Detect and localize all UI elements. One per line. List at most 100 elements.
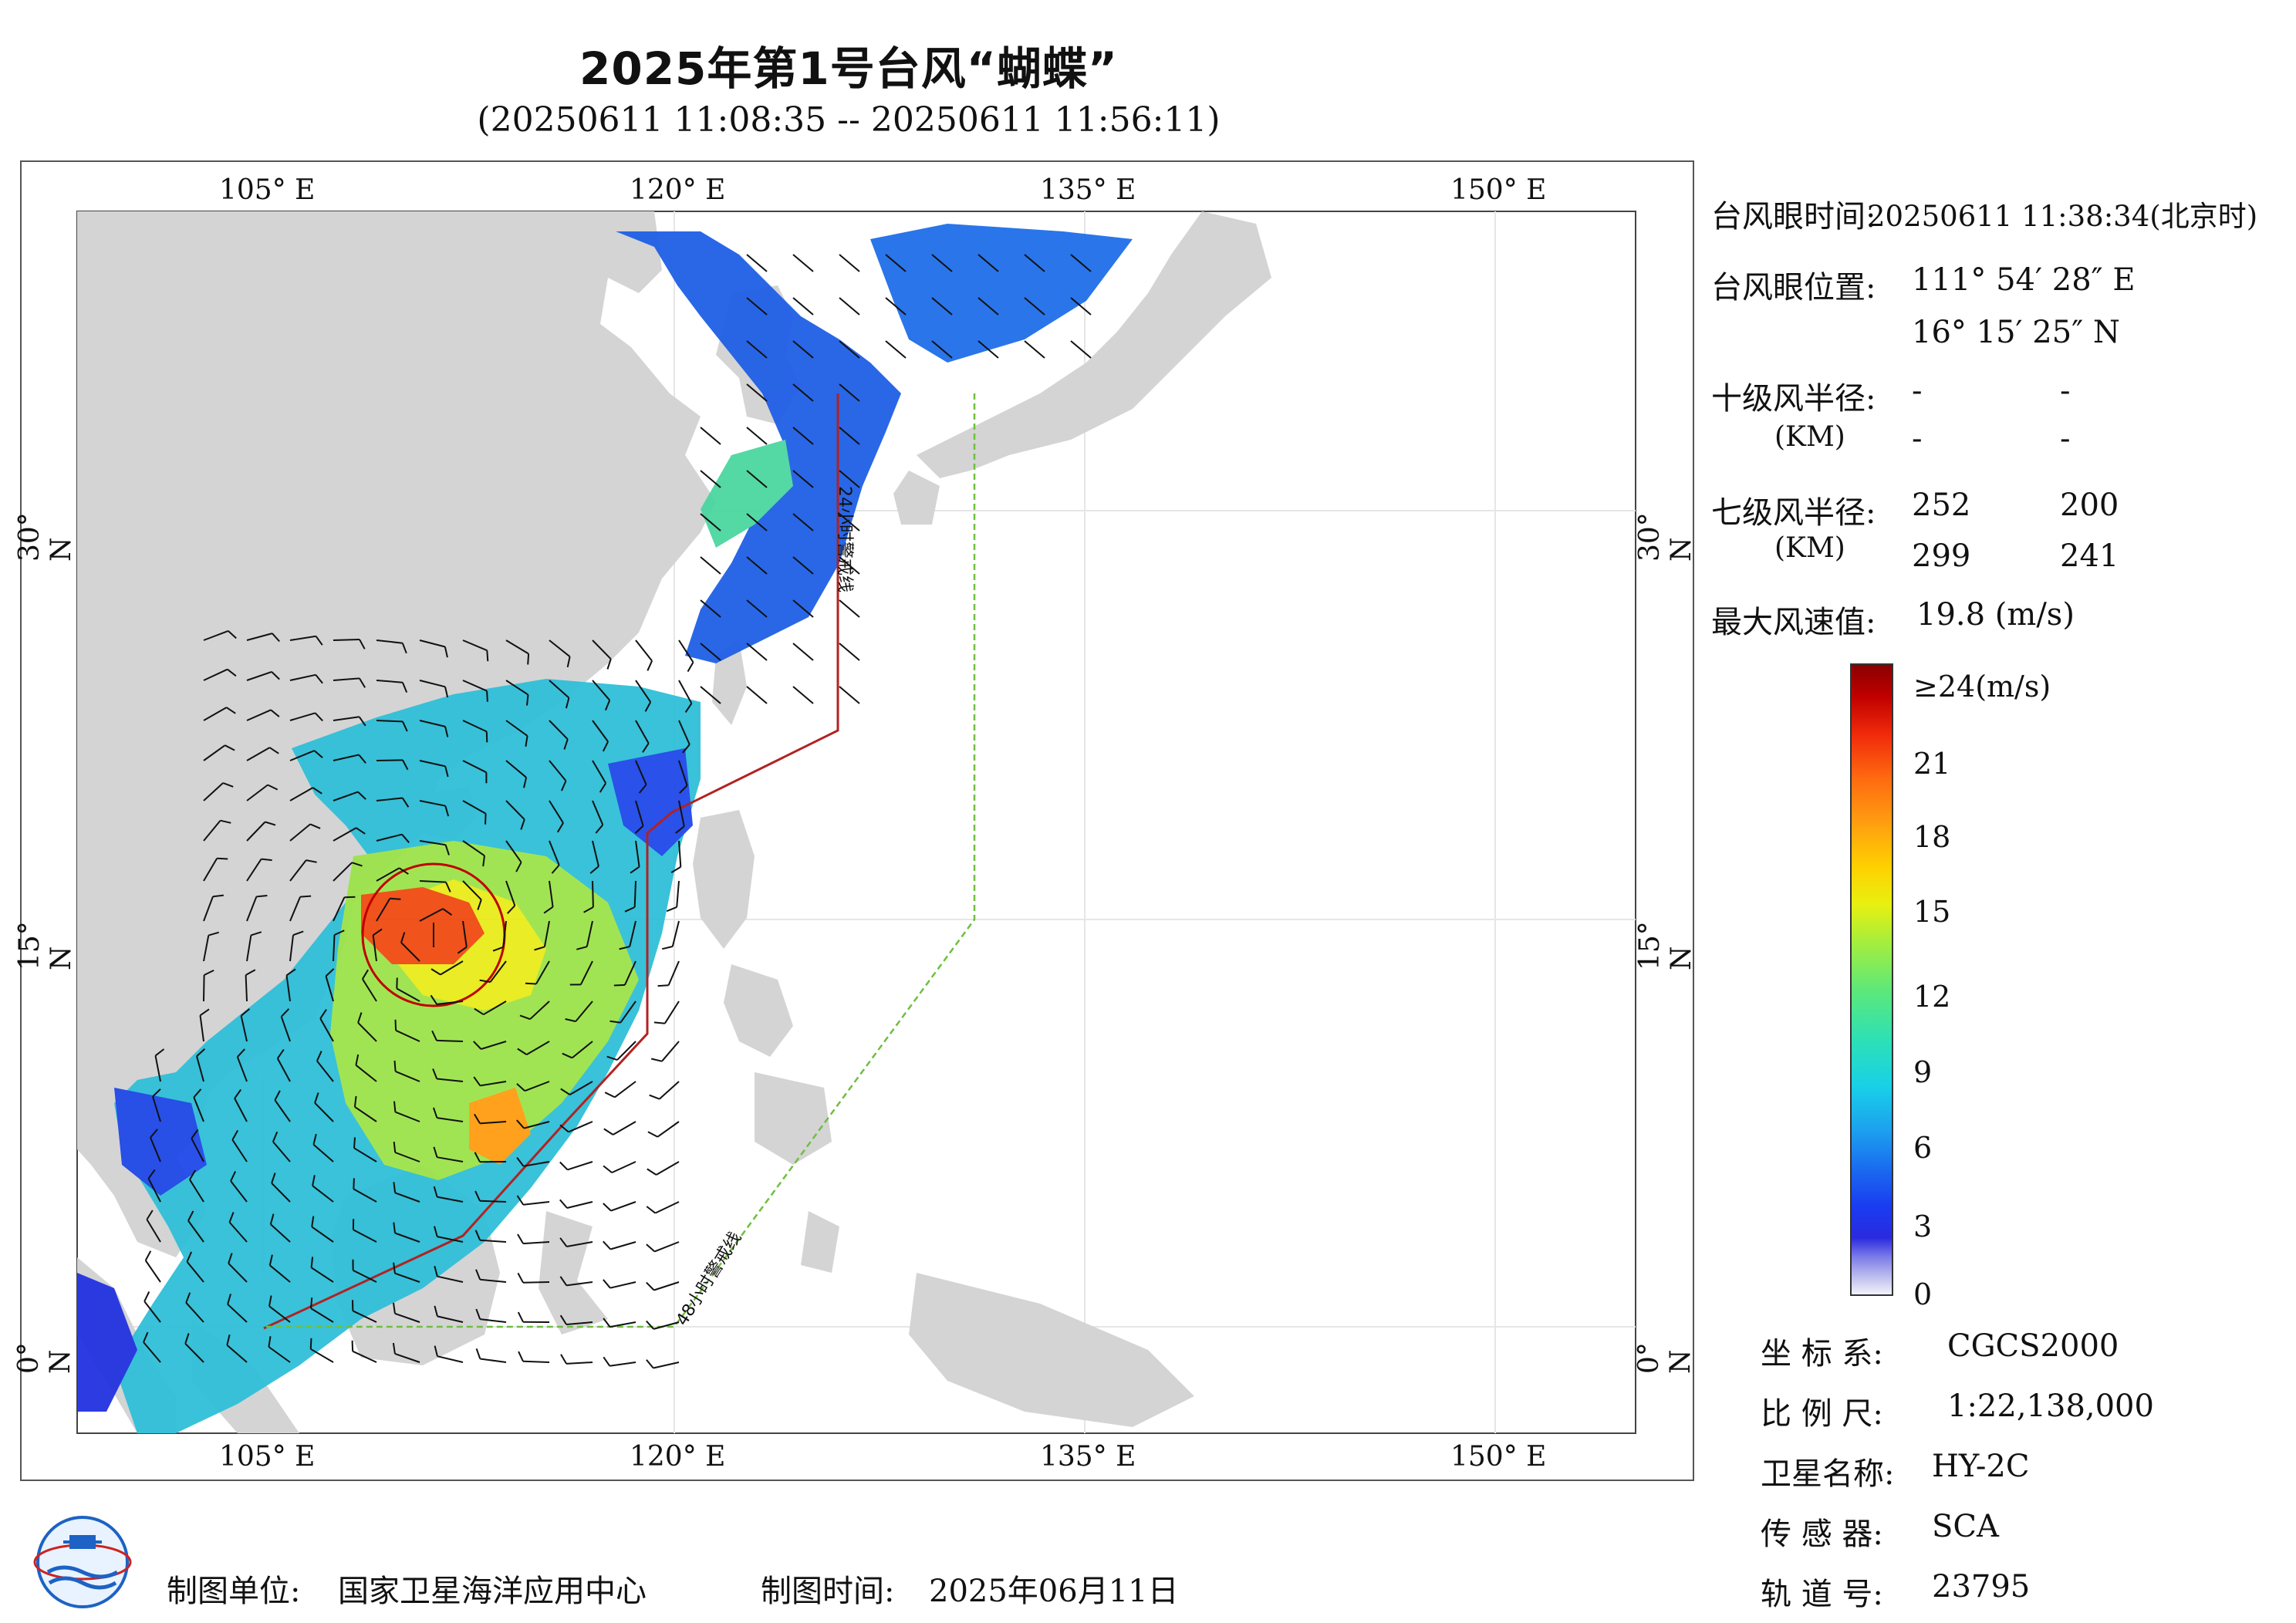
lon-tick-top-105: 105° E bbox=[219, 174, 316, 206]
wind-barb-flag bbox=[474, 1007, 485, 1016]
wind-barb-flag bbox=[251, 931, 262, 936]
wind-barb bbox=[354, 1106, 377, 1122]
wind-barb bbox=[246, 670, 272, 681]
wind-barb-flag bbox=[517, 1272, 524, 1284]
wind-barb bbox=[419, 908, 444, 922]
wind-barb bbox=[635, 760, 647, 785]
wind-barb bbox=[419, 800, 446, 807]
lat-tick-left-0: 0° N bbox=[13, 1342, 76, 1374]
wind-barb-flag bbox=[563, 738, 569, 750]
wind-barb bbox=[289, 787, 313, 801]
wind-barb-flag bbox=[523, 777, 528, 788]
wind-barb-flag bbox=[630, 865, 640, 874]
lat-tick-right-30: 30° N bbox=[1634, 512, 1697, 562]
wind-barb-flag bbox=[334, 930, 345, 936]
wind-barb-flag bbox=[310, 1257, 314, 1268]
wind-barb-flag bbox=[227, 1294, 231, 1305]
wind-barb bbox=[228, 1221, 248, 1243]
wind-barb-flag bbox=[401, 797, 410, 808]
wind-barb bbox=[505, 880, 516, 906]
wind-barb bbox=[663, 1000, 680, 1024]
wind-barb bbox=[566, 1281, 593, 1287]
wind-barb bbox=[792, 470, 814, 488]
wind-barb bbox=[839, 383, 860, 402]
wind-barb bbox=[623, 960, 636, 986]
r10-value-4: - bbox=[2060, 421, 2071, 457]
wind-barb bbox=[524, 1081, 550, 1092]
lon-tick-bottom-150: 150° E bbox=[1450, 1441, 1547, 1473]
wind-barb-flag bbox=[227, 668, 237, 677]
wind-barb-flag bbox=[644, 701, 652, 712]
wind-barb bbox=[792, 643, 814, 661]
wind-barb bbox=[1024, 297, 1045, 315]
wind-barb-flag bbox=[444, 844, 450, 855]
colorbar-label-21: 21 bbox=[1913, 747, 1951, 781]
wind-barb bbox=[234, 1098, 248, 1122]
wind-barb-flag bbox=[225, 707, 236, 714]
colorbar-label-15: 15 bbox=[1913, 895, 1951, 929]
wind-barb-flag bbox=[300, 895, 312, 898]
lon-tick-bottom-105: 105° E bbox=[219, 1441, 316, 1473]
wind-barb bbox=[437, 1315, 464, 1323]
swath-east-blue bbox=[608, 748, 693, 856]
wind-barb-flag bbox=[359, 677, 366, 688]
wind-barb bbox=[678, 800, 685, 827]
wind-barb bbox=[839, 599, 860, 618]
wind-barb-flag bbox=[226, 1334, 231, 1346]
wind-barb-flag bbox=[312, 787, 322, 795]
wind-barb bbox=[977, 297, 999, 315]
wind-barb-flag bbox=[520, 818, 525, 830]
wind-barb bbox=[656, 1161, 680, 1176]
wind-barb bbox=[700, 599, 721, 618]
wind-barb bbox=[549, 639, 571, 657]
wind-barb-flag bbox=[313, 750, 323, 759]
wind-barb bbox=[479, 1200, 507, 1203]
wind-barb-flag bbox=[482, 855, 485, 867]
wind-barb-flag bbox=[559, 1161, 569, 1171]
wind-barb bbox=[394, 1312, 420, 1323]
land-taiwan bbox=[712, 640, 747, 725]
wind-barb bbox=[653, 1361, 680, 1369]
wind-barb-flag bbox=[525, 735, 528, 747]
wind-barb-flag bbox=[433, 1146, 438, 1158]
wind-barb bbox=[609, 1321, 636, 1328]
coord-system-value: CGCS2000 bbox=[1947, 1328, 2119, 1364]
wind-barb-flag bbox=[599, 782, 607, 793]
wind-barb bbox=[480, 1239, 507, 1243]
r7-value-2: 200 bbox=[2060, 488, 2119, 523]
wind-barb-flag bbox=[185, 1292, 191, 1304]
wind-barb-flag bbox=[576, 946, 588, 950]
wind-barb bbox=[187, 1220, 204, 1243]
wind-barb bbox=[289, 935, 294, 962]
wind-barb-flag bbox=[559, 1314, 567, 1325]
wind-barb-flag bbox=[687, 661, 694, 673]
wind-barb bbox=[792, 556, 814, 575]
wind-barb-flag bbox=[280, 1008, 290, 1017]
wind-barb bbox=[240, 1015, 248, 1042]
wind-barb bbox=[333, 862, 353, 882]
land-moluccas bbox=[801, 1211, 839, 1273]
wind-barb-flag bbox=[393, 1302, 396, 1314]
wind-barb-flag bbox=[516, 1195, 525, 1206]
wind-barb-flag bbox=[434, 1226, 438, 1237]
wind-barb bbox=[396, 987, 420, 1002]
wind-barb bbox=[480, 1278, 507, 1283]
wind-barb bbox=[654, 1201, 680, 1214]
wind-barb bbox=[353, 1229, 377, 1243]
wind-barb-flag bbox=[186, 1251, 193, 1263]
wind-barb bbox=[592, 680, 610, 701]
wind-barb-flag bbox=[319, 1009, 327, 1019]
colorbar-label-0: 0 bbox=[1913, 1277, 1933, 1311]
lon-tick-top-120: 120° E bbox=[630, 174, 726, 206]
wind-barb bbox=[661, 1041, 680, 1062]
wind-barb-flag bbox=[646, 1281, 655, 1291]
wind-barb bbox=[325, 976, 334, 1002]
wind-barb bbox=[227, 1304, 248, 1323]
lat-tick-right-0: 0° N bbox=[1633, 1342, 1697, 1374]
wind-barb bbox=[236, 1056, 248, 1082]
wind-barb-flag bbox=[358, 716, 366, 727]
wind-barb-flag bbox=[357, 791, 366, 800]
wind-barb bbox=[437, 1156, 464, 1162]
wind-barb bbox=[269, 1264, 291, 1283]
wind-barb bbox=[977, 254, 999, 272]
